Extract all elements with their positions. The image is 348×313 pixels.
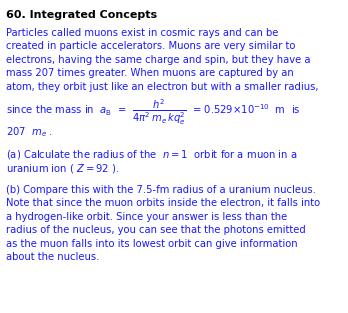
Text: Note that since the muon orbits inside the electron, it falls into: Note that since the muon orbits inside t… (6, 198, 320, 208)
Text: mass 207 times greater. When muons are captured by an: mass 207 times greater. When muons are c… (6, 68, 294, 78)
Text: atom, they orbit just like an electron but with a smaller radius,: atom, they orbit just like an electron b… (6, 82, 318, 91)
Text: (b) Compare this with the 7.5-fm radius of a uranium nucleus.: (b) Compare this with the 7.5-fm radius … (6, 185, 316, 195)
Text: as the muon falls into its lowest orbit can give information: as the muon falls into its lowest orbit … (6, 239, 298, 249)
Text: a hydrogen-like orbit. Since your answer is less than the: a hydrogen-like orbit. Since your answer… (6, 212, 287, 222)
Text: uranium ion ( $Z = 92$ ).: uranium ion ( $Z = 92$ ). (6, 162, 119, 175)
Text: created in particle accelerators. Muons are very similar to: created in particle accelerators. Muons … (6, 41, 295, 51)
Text: (a) Calculate the radius of the  $n = 1$  orbit for a muon in a: (a) Calculate the radius of the $n = 1$ … (6, 148, 298, 161)
Text: about the nucleus.: about the nucleus. (6, 252, 100, 262)
Text: radius of the nucleus, you can see that the photons emitted: radius of the nucleus, you can see that … (6, 225, 306, 235)
Text: Particles called muons exist in cosmic rays and can be: Particles called muons exist in cosmic r… (6, 28, 278, 38)
Text: 60. Integrated Concepts: 60. Integrated Concepts (6, 10, 157, 20)
Text: 207  $m_e$ .: 207 $m_e$ . (6, 126, 53, 139)
Text: electrons, having the same charge and spin, but they have a: electrons, having the same charge and sp… (6, 54, 310, 64)
Text: since the mass in  $a_{\mathrm{B}}$  =  $\dfrac{h^2}{4\pi^2\,m_e\,kq_e^2}$  = 0.: since the mass in $a_{\mathrm{B}}$ = $\d… (6, 97, 301, 127)
